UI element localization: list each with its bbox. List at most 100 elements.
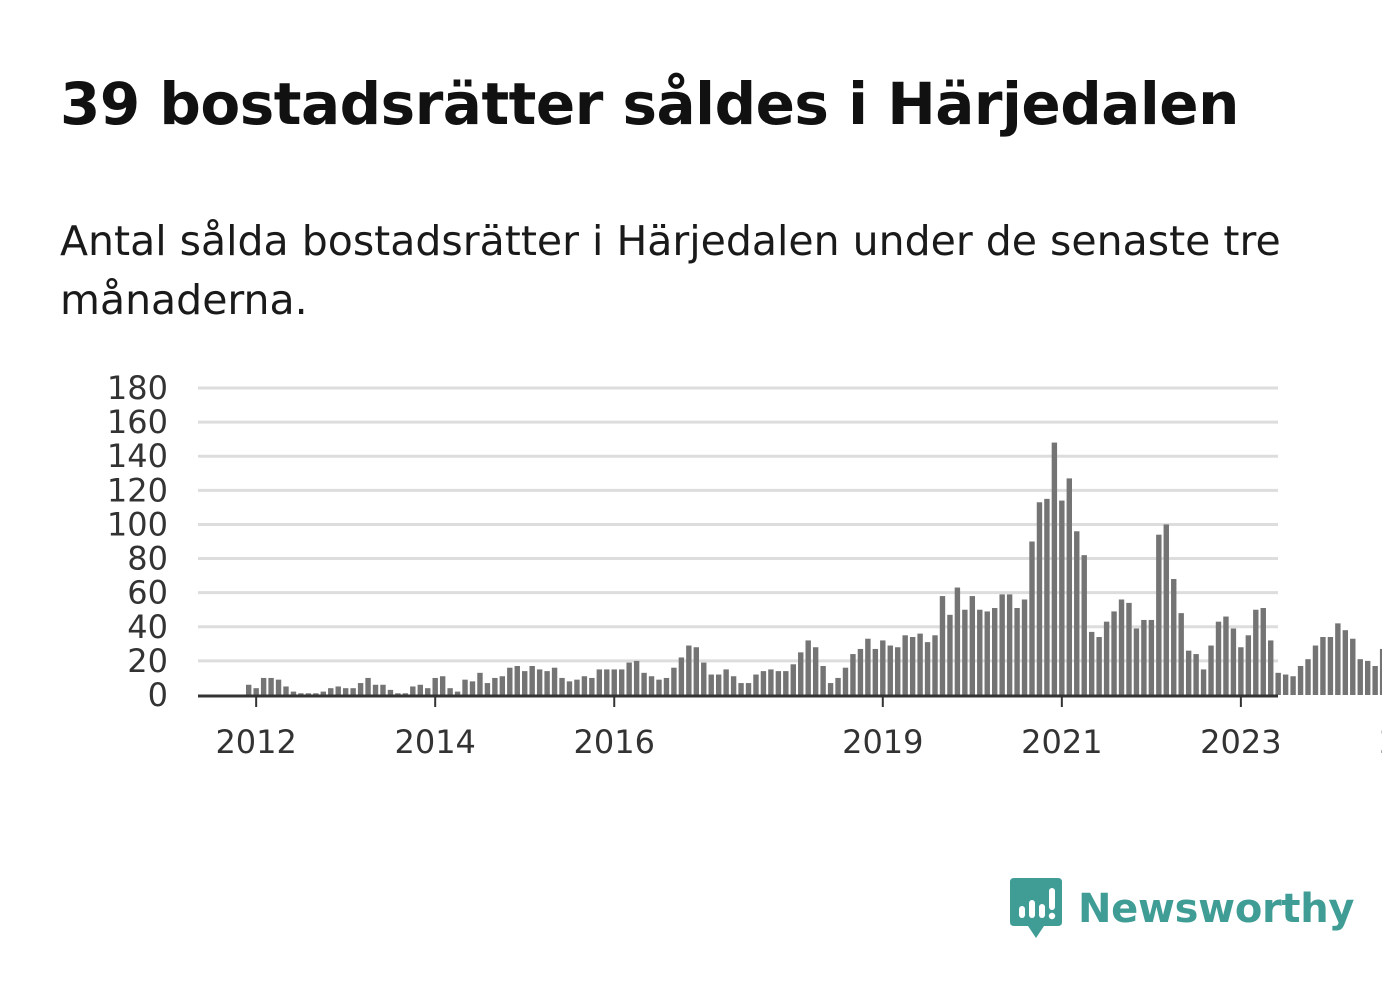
bar [708, 674, 714, 695]
bar [268, 677, 274, 695]
bar [992, 608, 998, 695]
bar [1006, 594, 1013, 695]
bar [1088, 631, 1095, 695]
y-tick-label: 80 [127, 540, 168, 578]
bar [880, 640, 886, 695]
bar [1200, 669, 1207, 695]
bar [447, 688, 453, 695]
bar [499, 676, 506, 695]
bar [290, 691, 297, 695]
bar [1081, 555, 1087, 695]
bar [1021, 599, 1028, 695]
bar [887, 645, 893, 695]
brand-name: Newsworthy [1078, 886, 1355, 932]
bar [1282, 674, 1289, 695]
bar [835, 677, 841, 695]
bar [857, 648, 864, 695]
bar [842, 667, 849, 695]
bar [484, 683, 491, 695]
bar [357, 683, 364, 695]
bar [253, 688, 259, 695]
bar [395, 693, 401, 695]
x-tick-label: 2019 [842, 723, 923, 761]
bar [619, 669, 625, 695]
bar [947, 614, 953, 695]
bar [977, 609, 983, 695]
bar [372, 684, 379, 695]
x-tick-label: 2025 [1379, 723, 1382, 761]
bar [1230, 628, 1237, 695]
bar [469, 681, 476, 695]
bar [753, 674, 759, 695]
bar [648, 676, 655, 695]
bar [641, 672, 647, 695]
y-tick-label: 20 [127, 642, 168, 680]
bar [283, 686, 289, 695]
bar [313, 693, 319, 695]
bar [1111, 611, 1117, 695]
bar [999, 594, 1005, 695]
bar [671, 667, 677, 695]
bar [939, 596, 946, 695]
bar [1297, 666, 1304, 695]
bar [760, 671, 767, 695]
bar [872, 648, 879, 695]
y-tick-label: 180 [107, 369, 168, 407]
bar [1372, 666, 1378, 695]
bar [984, 611, 990, 695]
bar [812, 647, 819, 695]
bar [320, 691, 326, 695]
bar [507, 667, 513, 695]
x-axis-ticks: 2012 2014 2016 2019 2021 2023 2025 [215, 695, 1382, 761]
bar [1305, 659, 1311, 695]
bar [1148, 619, 1155, 695]
bar [738, 683, 744, 695]
bar [626, 662, 632, 695]
bar [1185, 650, 1192, 695]
bar [715, 674, 722, 695]
bar [417, 684, 423, 695]
bar [559, 677, 565, 695]
chart-title: 39 bostadsrätter såldes i Härjedalen [60, 70, 1239, 138]
bar [1014, 608, 1020, 695]
bar [686, 645, 692, 695]
bar [589, 677, 595, 695]
bar [581, 676, 588, 695]
bar [305, 693, 312, 695]
bar [574, 679, 580, 695]
bar [790, 664, 796, 695]
bar [798, 652, 804, 695]
bar [1365, 660, 1371, 695]
bar [604, 669, 610, 695]
gridlines [198, 386, 1278, 663]
bar [1268, 640, 1274, 695]
bar [350, 688, 356, 695]
newsworthy-logo: Newsworthy [1010, 878, 1355, 940]
bar [1253, 609, 1259, 695]
bar [924, 642, 931, 695]
bar [902, 635, 908, 695]
bar [536, 669, 543, 695]
bar [596, 669, 603, 695]
bar [328, 688, 334, 695]
bar [1074, 531, 1080, 695]
y-tick-label: 160 [107, 403, 168, 441]
bar [633, 660, 640, 695]
x-tick-label: 2021 [1021, 723, 1102, 761]
bar [962, 609, 968, 695]
bar [1163, 524, 1169, 695]
bar [1312, 645, 1319, 695]
bar [701, 662, 707, 695]
bar [410, 686, 416, 695]
bar [544, 671, 550, 695]
x-tick-label: 2014 [394, 723, 475, 761]
bar [730, 676, 737, 695]
y-tick-label: 140 [107, 437, 168, 475]
bar [298, 693, 304, 695]
bar [1335, 623, 1341, 695]
bars [246, 442, 1382, 695]
bar [768, 669, 774, 695]
y-tick-label: 40 [127, 608, 168, 646]
bar [439, 676, 446, 695]
